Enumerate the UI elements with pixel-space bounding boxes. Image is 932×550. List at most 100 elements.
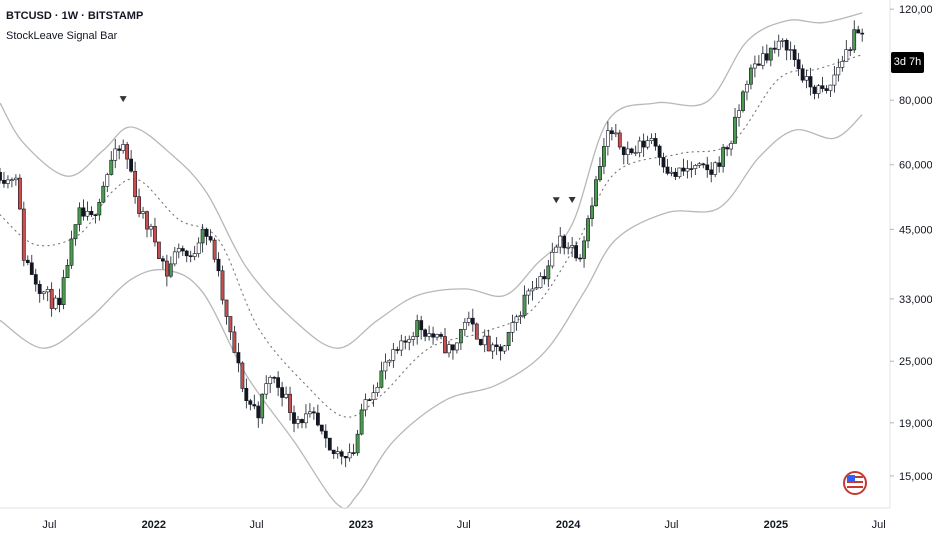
candle-body <box>454 342 459 351</box>
candle-body <box>29 262 34 275</box>
candle-body <box>764 53 769 61</box>
candle-body <box>240 362 245 389</box>
candle-body <box>407 339 412 343</box>
candle-body <box>657 145 662 158</box>
candle-body <box>574 245 579 259</box>
candle-body <box>315 412 320 426</box>
y-tick-label: 80,000 <box>899 95 932 107</box>
candle-body <box>447 344 451 354</box>
candle-body <box>93 214 98 216</box>
candle-body <box>184 250 189 257</box>
candle-body <box>355 433 360 454</box>
candle-body <box>601 146 606 167</box>
candle-body <box>812 86 817 94</box>
candle-body <box>415 320 420 337</box>
candle-body <box>756 63 761 66</box>
bar-countdown-badge: 3d 7h <box>891 52 924 73</box>
symbol-title[interactable]: BTCUSD · 1W · BITSTAMP <box>6 10 144 22</box>
candle-body <box>852 29 857 51</box>
candle-body <box>522 294 527 316</box>
candle-body <box>609 130 614 134</box>
candle-body <box>538 276 543 288</box>
signal-marker-icon <box>552 197 560 204</box>
candle-body <box>113 148 118 161</box>
candle-body <box>752 63 757 69</box>
candle-body <box>196 242 201 254</box>
candle-body <box>69 238 74 266</box>
candle-body <box>709 169 714 175</box>
candle-body <box>21 208 26 261</box>
candle-body <box>117 148 122 151</box>
candle-body <box>816 85 821 94</box>
candle-body <box>697 163 702 166</box>
candle-body <box>578 257 583 260</box>
candle-body <box>780 39 785 42</box>
candle-body <box>220 270 225 301</box>
candle-body <box>121 144 126 151</box>
candle-body <box>792 49 797 60</box>
candle-body <box>594 179 598 207</box>
candle-body <box>216 258 221 272</box>
candle-body <box>97 202 102 216</box>
candle-body <box>856 29 861 34</box>
candle-body <box>176 248 181 253</box>
candle-body <box>161 258 165 262</box>
candle-body <box>141 211 145 214</box>
us-flag-icon[interactable] <box>843 471 867 495</box>
candle-body <box>677 167 682 177</box>
candle-body <box>379 370 384 388</box>
candle-body <box>363 399 368 411</box>
candle-body <box>284 393 289 398</box>
candle-body <box>109 159 114 175</box>
candle-body <box>367 399 372 401</box>
candle-body <box>498 346 503 352</box>
x-tick-label: Jul <box>664 519 678 531</box>
candle-body <box>165 260 169 277</box>
candle-body <box>61 277 66 306</box>
time-axis[interactable]: Jul 2022 Jul 2023 Jul 2024 Jul 2025 Jul <box>42 519 885 531</box>
candle-body <box>490 344 495 352</box>
candle-body <box>387 359 392 363</box>
candle-body <box>359 409 364 435</box>
candle-body <box>224 299 229 317</box>
candle-body <box>772 47 777 50</box>
candles-layer <box>0 20 865 468</box>
candle-body <box>733 116 737 144</box>
candle-body <box>383 361 388 372</box>
candle-body <box>10 179 14 181</box>
candle-body <box>613 132 618 135</box>
candle-body <box>419 320 424 331</box>
indicator-legend[interactable]: StockLeave Signal Bar <box>6 30 118 42</box>
candle-body <box>37 283 42 294</box>
candle-body <box>33 274 38 285</box>
candle-body <box>188 255 193 257</box>
candle-body <box>2 180 6 184</box>
candle-body <box>828 84 833 91</box>
candle-body <box>641 140 646 148</box>
candle-body <box>272 376 277 379</box>
candle-body <box>149 226 153 230</box>
candle-body <box>292 412 296 424</box>
candle-body <box>307 411 312 415</box>
candle-body <box>458 329 463 344</box>
candle-body <box>478 338 483 346</box>
candle-body <box>598 166 602 181</box>
candle-body <box>605 130 610 147</box>
candle-body <box>57 297 62 306</box>
candle-body <box>526 290 531 296</box>
band-lower <box>0 114 863 509</box>
candle-body <box>653 138 658 147</box>
price-axis[interactable]: 120,000 80,000 60,000 45,000 33,000 25,000 19,… <box>890 4 932 483</box>
candle-body <box>713 162 718 175</box>
candle-body <box>200 228 205 244</box>
x-tick-label: Jul <box>42 519 56 531</box>
candle-body <box>411 336 416 340</box>
y-tick-label: 19,000 <box>899 418 932 430</box>
candle-body <box>844 49 849 62</box>
candle-body <box>450 344 455 351</box>
candle-body <box>637 140 642 153</box>
candle-body <box>347 452 352 459</box>
candle-body <box>236 352 241 364</box>
candle-body <box>85 211 90 217</box>
